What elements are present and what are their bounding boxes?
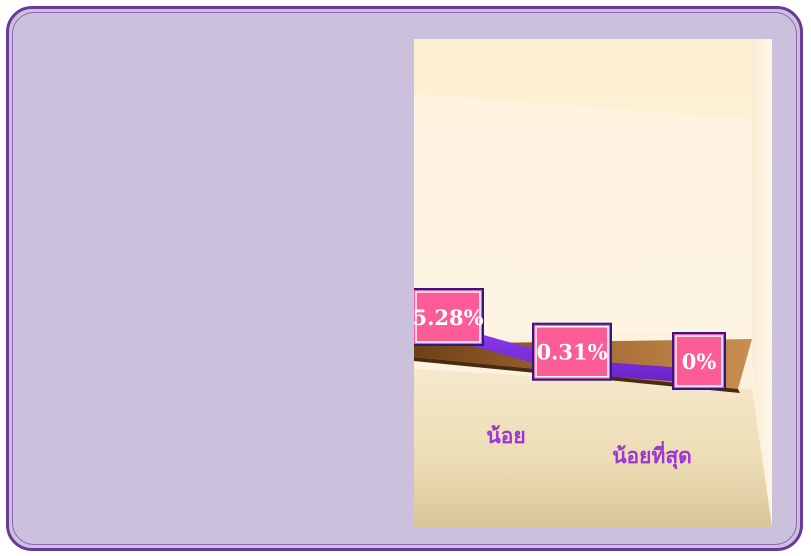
data-label-box <box>532 322 612 381</box>
chart-back-wall-shade <box>414 94 752 339</box>
data-label-inner-border <box>675 335 723 387</box>
data-label-box <box>414 288 484 346</box>
chart-svg: 5.28% 0.31% 0% น้อยน้อยที่สุด <box>414 39 772 527</box>
category-label-3: น้อยที่สุด <box>612 440 692 470</box>
data-label-inner-border <box>535 325 609 378</box>
data-label-inner-border <box>415 291 481 343</box>
data-label-text: 0% <box>682 349 717 374</box>
series-ribbon <box>414 323 699 383</box>
data-label-2: 0.31% <box>532 322 612 381</box>
data-label-text: 5.28% <box>414 305 484 330</box>
data-label-3: 0% <box>672 332 726 390</box>
chart-side-wall <box>752 39 772 527</box>
chart-area: 5.28% 0.31% 0% น้อยน้อยที่สุด <box>414 39 772 527</box>
category-label-2: น้อย <box>486 423 525 448</box>
data-label-1: 5.28% <box>414 288 484 346</box>
data-label-text: 0.31% <box>536 340 607 365</box>
data-label-box <box>672 332 726 390</box>
chart-ground <box>414 369 772 527</box>
slide-frame-inner-border <box>12 12 797 545</box>
